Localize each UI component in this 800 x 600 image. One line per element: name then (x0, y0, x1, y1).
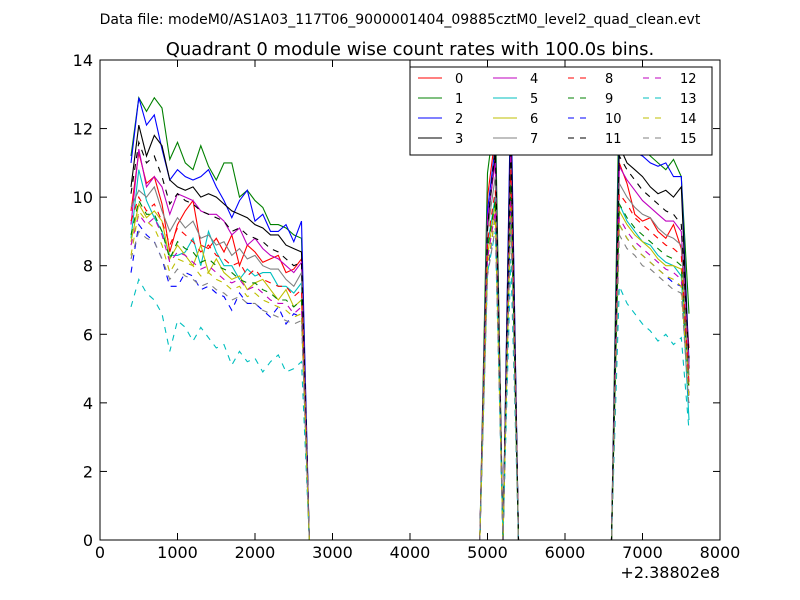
y-tick-label: 6 (83, 325, 93, 344)
x-axis-offset-label: +2.38802e8 (620, 563, 720, 582)
x-tick-label: 3000 (312, 543, 353, 562)
series-line-5 (130, 169, 690, 541)
series-line-3 (130, 118, 690, 541)
legend-label-3: 3 (455, 132, 463, 147)
series-line-15 (130, 217, 690, 541)
y-tick-label: 12 (73, 120, 93, 139)
legend-label-7: 7 (530, 132, 538, 147)
legend-label-1: 1 (455, 92, 463, 107)
y-tick-label: 2 (83, 462, 93, 481)
series-line-10 (130, 210, 690, 541)
legend-frame (409, 66, 713, 156)
series-line-4 (130, 148, 690, 541)
y-tick-label: 8 (83, 257, 93, 276)
y-tick-label: 10 (73, 188, 93, 207)
series-line-0 (130, 128, 690, 541)
legend-label-11: 11 (605, 132, 622, 147)
legend-label-5: 5 (530, 92, 538, 107)
legend-label-14: 14 (680, 112, 697, 127)
series-line-14 (130, 207, 690, 541)
x-tick-label: 4000 (390, 543, 431, 562)
legend-label-12: 12 (680, 72, 697, 87)
x-tick-label: 0 (95, 543, 105, 562)
y-tick-label: 4 (83, 394, 93, 413)
x-tick-label: 2000 (235, 543, 276, 562)
series-line-8 (130, 169, 690, 541)
legend-label-6: 6 (530, 112, 538, 127)
chart-title: Quadrant 0 module wise count rates with … (166, 39, 655, 60)
x-tick-label: 1000 (157, 543, 198, 562)
series-line-7 (130, 162, 690, 541)
series-line-13 (130, 231, 690, 541)
y-tick-label: 0 (83, 531, 93, 550)
legend-label-4: 4 (530, 72, 538, 87)
series-line-9 (130, 183, 690, 541)
x-tick-label: 5000 (467, 543, 508, 562)
legend-label-13: 13 (680, 92, 697, 107)
x-tick-label: 6000 (545, 543, 586, 562)
x-tick-label: 8000 (700, 543, 741, 562)
legend-label-10: 10 (605, 112, 622, 127)
legend-label-2: 2 (455, 112, 463, 127)
axis-ticks: 0 1000 2000 3000 4000 5000 6000 7000 80000246810… (73, 51, 741, 562)
legend-label-8: 8 (605, 72, 613, 87)
y-tick-label: 14 (73, 51, 93, 70)
legend-label-0: 0 (455, 72, 463, 87)
legend-label-9: 9 (605, 92, 613, 107)
x-tick-label: 7000 (622, 543, 663, 562)
figure-suptitle: Data file: modeM0/AS1A03_117T06_90000014… (100, 12, 701, 28)
series-line-12 (130, 200, 690, 541)
legend-label-15: 15 (680, 132, 697, 147)
